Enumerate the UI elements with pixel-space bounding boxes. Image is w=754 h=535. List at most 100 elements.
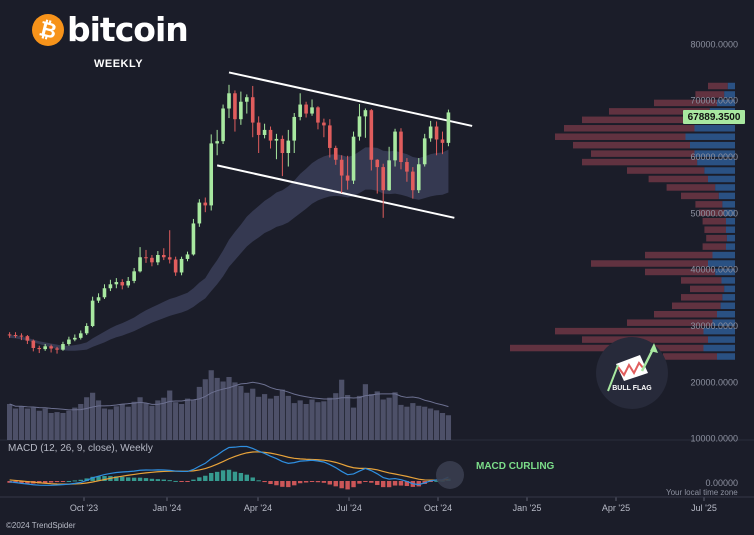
volume-bar <box>440 413 445 440</box>
macd-histogram-bar <box>49 481 53 483</box>
macd-histogram-bar <box>345 481 349 489</box>
candle-body <box>192 223 196 254</box>
volume-profile-sell <box>645 252 713 259</box>
volume-bar <box>339 380 344 440</box>
volume-profile-sell <box>695 201 722 208</box>
macd-histogram-bar <box>274 481 278 485</box>
macd-histogram-bar <box>357 481 361 484</box>
macd-histogram-bar <box>138 478 142 481</box>
volume-bar <box>179 404 184 440</box>
candle-body <box>209 143 213 205</box>
macd-highlight-dot <box>436 461 464 489</box>
candle-body <box>150 258 154 263</box>
y-tick-label: 50000.0000 <box>690 208 738 218</box>
logo-text: bitcoin <box>67 14 188 46</box>
macd-histogram-bar <box>351 481 355 487</box>
macd-histogram-bar <box>215 472 219 481</box>
volume-bar <box>90 393 95 440</box>
volume-profile-sell <box>667 184 716 191</box>
volume-bar <box>298 400 303 440</box>
macd-histogram-bar <box>156 479 160 481</box>
volume-profile-sell <box>654 311 717 318</box>
macd-histogram-bar <box>162 480 166 481</box>
macd-histogram-bar <box>310 481 314 482</box>
candle-body <box>364 110 368 116</box>
volume-bar <box>256 397 261 440</box>
volume-bar <box>434 410 439 440</box>
x-tick-label: Jul '25 <box>691 503 717 513</box>
volume-profile-sell <box>591 150 695 157</box>
volume-bar <box>286 396 291 440</box>
candle-body <box>85 326 89 333</box>
volume-bar <box>19 406 24 440</box>
volume-bar <box>392 392 397 440</box>
macd-histogram-bar <box>369 481 373 483</box>
candle-body <box>198 203 202 224</box>
macd-histogram-bar <box>79 480 83 481</box>
macd-histogram-bar <box>245 475 249 481</box>
volume-bar <box>268 399 273 440</box>
candle-body <box>370 110 374 160</box>
volume-profile-buy <box>690 142 735 149</box>
volume-profile-sell <box>704 226 726 233</box>
candle-body <box>375 160 379 167</box>
volume-profile-sell <box>681 193 719 200</box>
candle-body <box>447 112 451 142</box>
candle-body <box>73 338 77 340</box>
bull-flag-label: BULL FLAG <box>596 385 668 392</box>
volume-profile-sell <box>672 303 721 310</box>
candle-body <box>37 348 41 349</box>
volume-bar <box>120 404 125 440</box>
candle-body <box>180 259 184 273</box>
candle-body <box>168 257 172 259</box>
candle-body <box>275 139 279 141</box>
macd-histogram-bar <box>61 481 65 482</box>
candle-body <box>441 139 445 142</box>
volume-bar <box>54 412 59 440</box>
candle-body <box>174 260 178 273</box>
volume-bar <box>309 400 314 441</box>
candle-body <box>203 203 207 206</box>
macd-histogram-bar <box>381 481 385 487</box>
volume-bar <box>404 407 409 440</box>
candle-body <box>43 346 47 349</box>
macd-histogram-bar <box>221 470 225 481</box>
candle-body <box>298 105 302 117</box>
volume-bar <box>410 403 415 440</box>
volume-bar <box>43 409 48 441</box>
volume-bar <box>143 403 148 440</box>
volume-bar <box>375 391 380 440</box>
candle-body <box>405 162 409 172</box>
volume-bar <box>155 400 160 440</box>
candle-body <box>381 167 385 190</box>
candle-body <box>67 340 71 345</box>
candle-body <box>91 301 95 326</box>
candle-body <box>292 117 296 141</box>
volume-bar <box>262 394 267 440</box>
macd-histogram-bar <box>73 480 77 481</box>
candle-body <box>304 105 308 114</box>
candle-body <box>239 102 243 119</box>
candle-body <box>310 107 314 113</box>
candle-body <box>257 123 261 135</box>
macd-histogram-bar <box>185 481 189 482</box>
macd-histogram-bar <box>268 481 272 484</box>
macd-histogram-bar <box>179 481 183 482</box>
macd-histogram-bar <box>67 481 71 482</box>
volume-bar <box>351 408 356 440</box>
volume-bar <box>274 396 279 440</box>
y-tick-label: 40000.0000 <box>690 265 738 275</box>
macd-histogram-bar <box>233 472 237 481</box>
macd-histogram-bar <box>150 479 154 481</box>
candle-body <box>233 93 237 119</box>
candle-body <box>49 346 53 348</box>
volume-profile-buy <box>713 252 736 259</box>
bitcoin-logo-icon: ₿ <box>32 14 64 46</box>
volume-bar <box>197 387 202 440</box>
candle-body <box>328 125 332 148</box>
candle-body <box>109 284 113 288</box>
volume-bar <box>416 406 421 440</box>
candle-body <box>429 127 433 139</box>
volume-profile-buy <box>728 83 735 90</box>
candle-body <box>227 93 231 108</box>
